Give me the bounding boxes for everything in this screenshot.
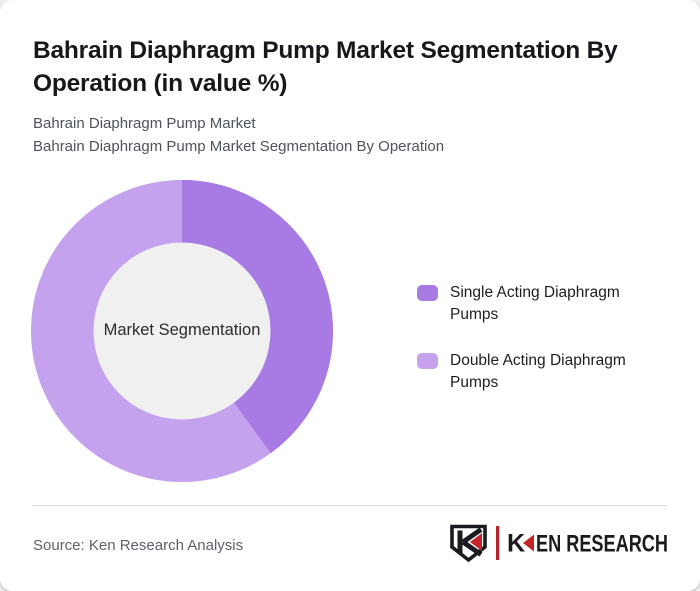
chart-legend: Single Acting Diaphragm Pumps Double Act… <box>417 282 642 418</box>
legend-item-double-acting: Double Acting Diaphragm Pumps <box>417 350 642 393</box>
logo-separator <box>496 526 500 560</box>
donut-center-circle <box>93 242 271 420</box>
legend-swatch-single-acting-icon <box>417 285 438 301</box>
page-title: Bahrain Diaphragm Pump Market Segmentati… <box>33 37 618 97</box>
legend-label-single-acting: Single Acting Diaphragm Pumps <box>450 284 620 323</box>
subtitle-line-2: Bahrain Diaphragm Pump Market Segmentati… <box>33 137 445 155</box>
legend-swatch-double-acting-icon <box>417 353 438 369</box>
shield-red-arrow-icon <box>470 533 482 551</box>
legend-item-single-acting: Single Acting Diaphragm Pumps <box>417 282 642 325</box>
donut-chart <box>27 176 337 486</box>
subtitle-line-1: Bahrain Diaphragm Pump Market <box>33 115 256 132</box>
source-text: Source: Ken Research Analysis <box>33 537 244 554</box>
donut-segment-single-acting <box>31 180 333 482</box>
footer-divider <box>33 505 667 506</box>
legend-label-double-acting: Double Acting Diaphragm Pumps <box>450 352 626 391</box>
wordmark-red-arrow-icon <box>523 534 534 552</box>
donut-center-label: Market Segmentation <box>103 321 261 339</box>
subtitle-block: Bahrain Diaphragm Pump Market Bahrain Di… <box>33 113 673 158</box>
ken-research-logo: K EN RESEARCH <box>450 524 668 563</box>
svg-text:K: K <box>507 530 525 558</box>
shield-k-icon <box>450 524 487 563</box>
logo-wordmark: K EN RESEARCH <box>507 530 668 558</box>
svg-text:EN RESEARCH: EN RESEARCH <box>536 531 668 558</box>
donut-svg <box>31 180 333 482</box>
